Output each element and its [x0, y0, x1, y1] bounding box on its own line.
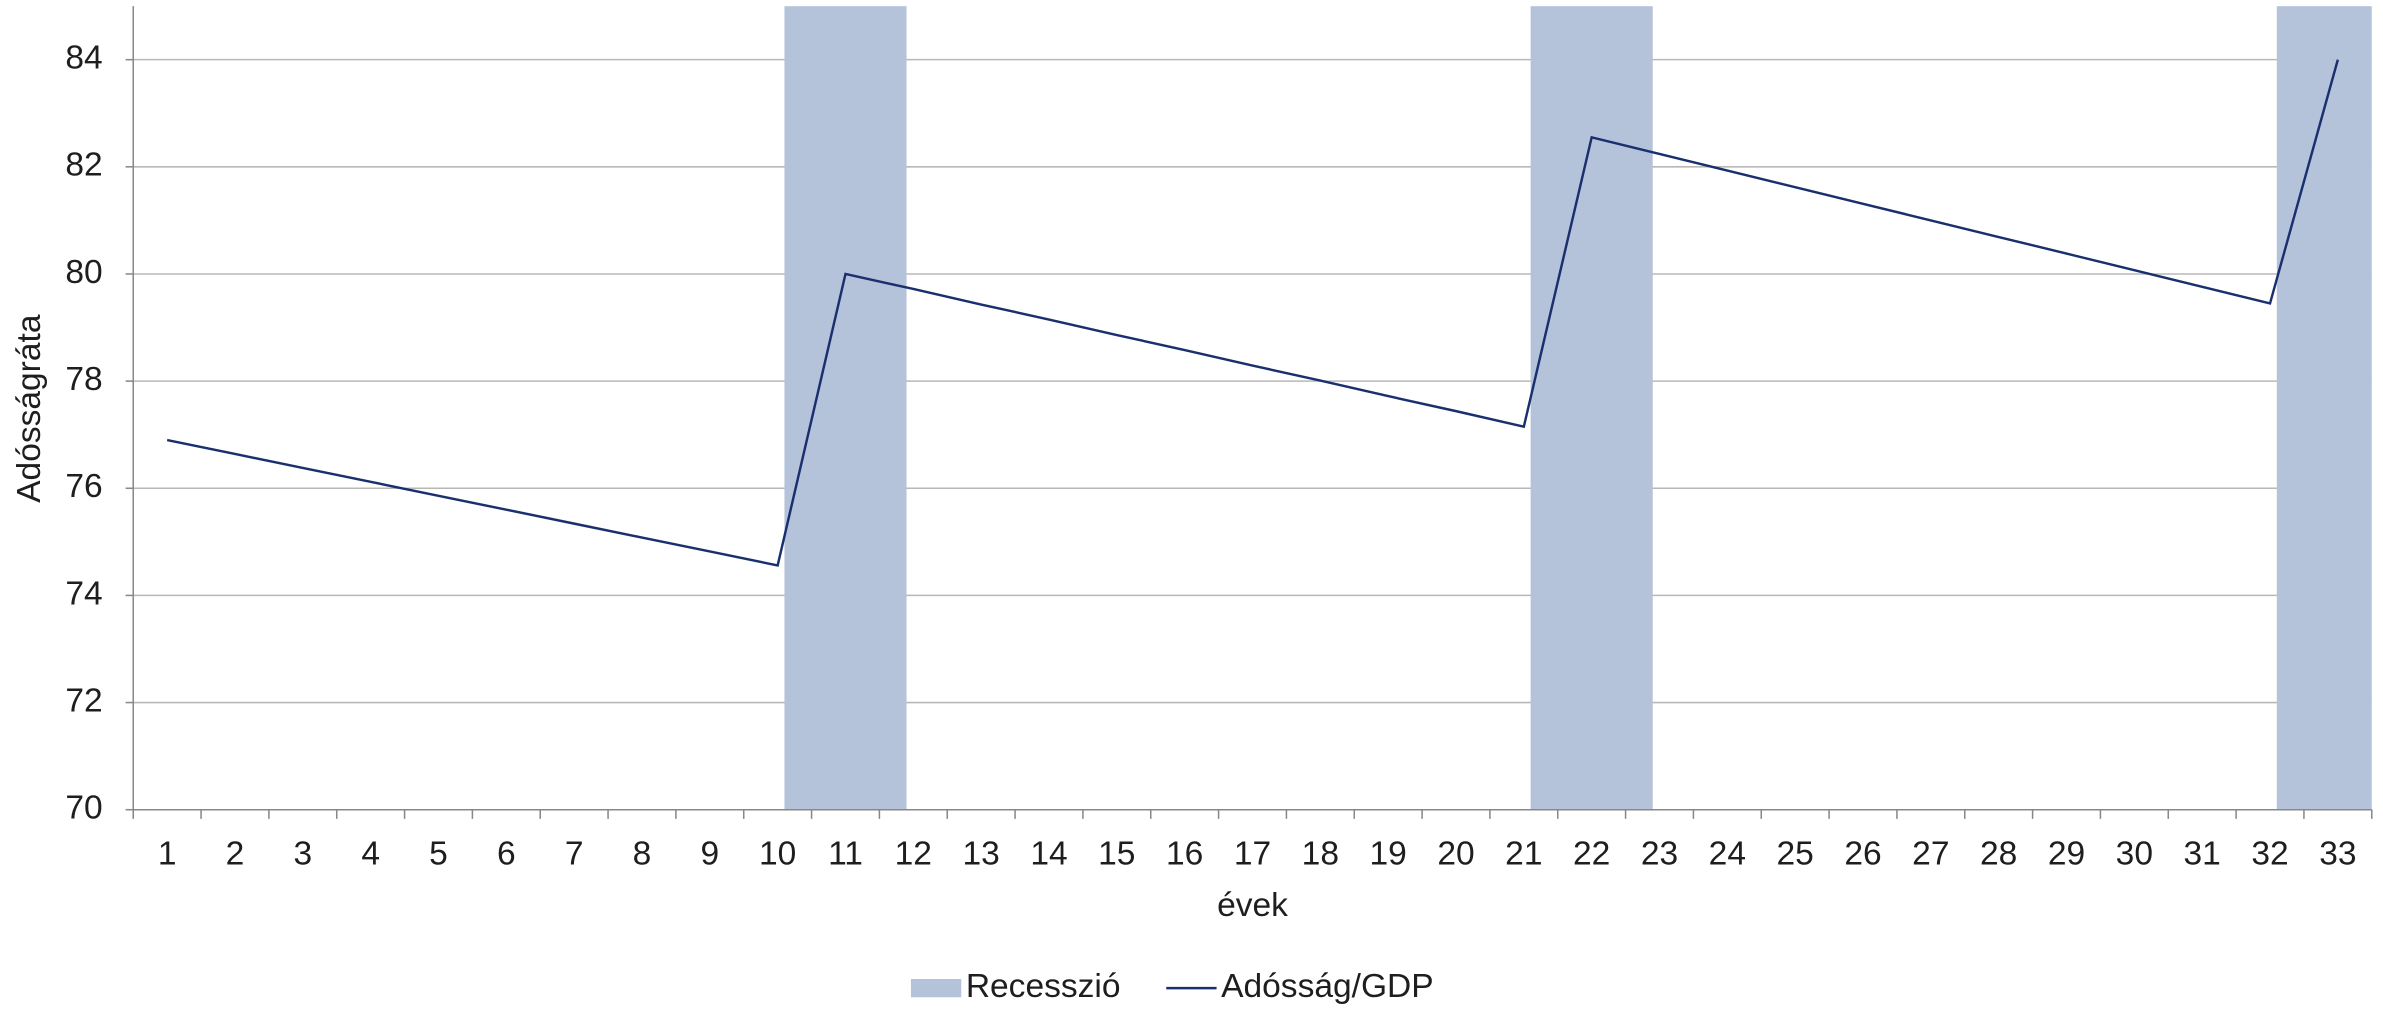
- x-tick-label: 11: [828, 835, 863, 872]
- line: [166, 59, 2340, 567]
- x-axis-label: évek: [1217, 887, 1288, 924]
- x-tick-label: 2: [226, 835, 245, 872]
- legend-swatch: [910, 978, 962, 998]
- y-axis-label: Adósságráta: [11, 314, 48, 503]
- y-tick-label: 80: [65, 254, 102, 291]
- x-tick-label: 29: [2048, 835, 2085, 872]
- x-tick-label: 27: [1912, 835, 1949, 872]
- recession-bar: [784, 6, 907, 810]
- x-tick-label: 30: [2116, 835, 2153, 872]
- x-tick-label: 13: [963, 835, 1000, 872]
- x-tick-label: 24: [1709, 835, 1746, 872]
- x-tick-label: 28: [1980, 835, 2017, 872]
- x-tick-label: 31: [2184, 835, 2221, 872]
- plot: [784, 6, 2372, 810]
- x-tick-label: 16: [1166, 835, 1203, 872]
- y-tick-label: 74: [65, 575, 102, 612]
- x-tick-label: 18: [1302, 835, 1339, 872]
- x-tick-label: 15: [1098, 835, 1135, 872]
- x-tick-label: 20: [1437, 835, 1474, 872]
- x-tick-label: 9: [700, 835, 719, 872]
- y-tick-label: 76: [65, 468, 102, 505]
- x-tick-label: 32: [2251, 835, 2288, 872]
- recession-bar: [2276, 6, 2372, 810]
- x-tick-label: 21: [1505, 835, 1542, 872]
- x-tick-label: 26: [1844, 835, 1881, 872]
- x-tick-label: 14: [1030, 835, 1067, 872]
- x-tick-label: 19: [1370, 835, 1407, 872]
- legend-label: Recesszió: [966, 968, 1121, 1005]
- x-tick-label: 1: [158, 835, 177, 872]
- x-tick-label: 17: [1234, 835, 1271, 872]
- x-tick-label: 5: [429, 835, 448, 872]
- y-tick-label: 82: [65, 147, 102, 184]
- x-tick-label: 12: [895, 835, 932, 872]
- y-tick-label: 78: [65, 361, 102, 398]
- y-tick-label: 72: [65, 682, 102, 719]
- legend-label: Adósság/GDP: [1221, 968, 1433, 1005]
- x-tick-label: 33: [2319, 835, 2356, 872]
- x-tick-label: 25: [1777, 835, 1814, 872]
- x-tick-label: 10: [759, 835, 796, 872]
- y-tick-label: 84: [65, 40, 102, 77]
- x-tick-label: 7: [565, 835, 584, 872]
- x-tick-label: 8: [633, 835, 652, 872]
- x-tick-label: 22: [1573, 835, 1610, 872]
- y-tick-label: 70: [65, 790, 102, 827]
- recession-bar: [1530, 6, 1653, 810]
- x-tick-label: 23: [1641, 835, 1678, 872]
- x-tick-label: 4: [361, 835, 380, 872]
- x-tick-label: 6: [497, 835, 516, 872]
- x-tick-label: 3: [293, 835, 312, 872]
